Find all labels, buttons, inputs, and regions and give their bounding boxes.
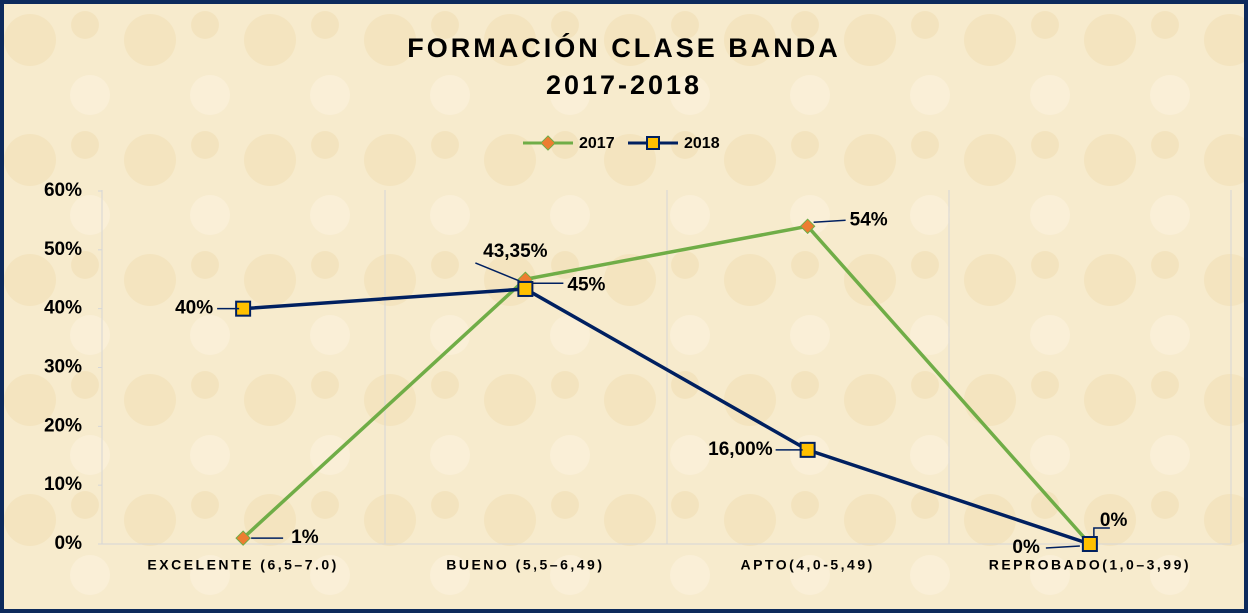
legend-marker xyxy=(646,136,660,150)
series-line xyxy=(243,287,1091,546)
y-tick-label: 40% xyxy=(44,298,82,319)
leader-line xyxy=(1093,527,1110,538)
legend-marker xyxy=(540,135,556,151)
y-tick-label: 30% xyxy=(44,357,82,378)
marker xyxy=(235,530,251,546)
x-tick-label: APTO(4,0-5,49) xyxy=(740,557,874,573)
data-label: 45% xyxy=(567,274,605,295)
x-tick-label: BUENO (5,5–6,49) xyxy=(446,557,604,573)
data-label: 43,35% xyxy=(483,241,548,262)
data-label: 0% xyxy=(1100,510,1128,531)
marker xyxy=(517,280,534,297)
y-tick-label: 0% xyxy=(55,533,83,554)
leader-line xyxy=(475,262,520,282)
chart-title: 2017-2018 xyxy=(546,70,702,100)
data-label: 40% xyxy=(175,298,213,319)
marker xyxy=(799,441,816,458)
leader-line xyxy=(813,219,846,224)
legend-label: 2018 xyxy=(684,135,720,152)
y-tick-label: 50% xyxy=(44,239,82,260)
x-tick-label: EXCELENTE (6,5–7.0) xyxy=(147,557,338,573)
chart-title: FORMACIÓN CLASE BANDA xyxy=(407,32,841,63)
data-label: 16,00% xyxy=(708,439,773,460)
y-tick-label: 10% xyxy=(44,474,82,495)
data-label: 0% xyxy=(1012,537,1040,558)
y-tick-label: 20% xyxy=(44,415,82,436)
x-tick-label: REPROBADO(1,0–3,99) xyxy=(989,557,1191,573)
leader-line xyxy=(1045,545,1080,549)
marker xyxy=(1081,536,1098,552)
data-label: 54% xyxy=(850,209,888,230)
marker xyxy=(799,218,816,235)
legend-label: 2017 xyxy=(579,135,615,152)
data-label: 1% xyxy=(291,527,319,548)
series-line xyxy=(241,224,1092,546)
y-tick-label: 60% xyxy=(44,180,82,201)
